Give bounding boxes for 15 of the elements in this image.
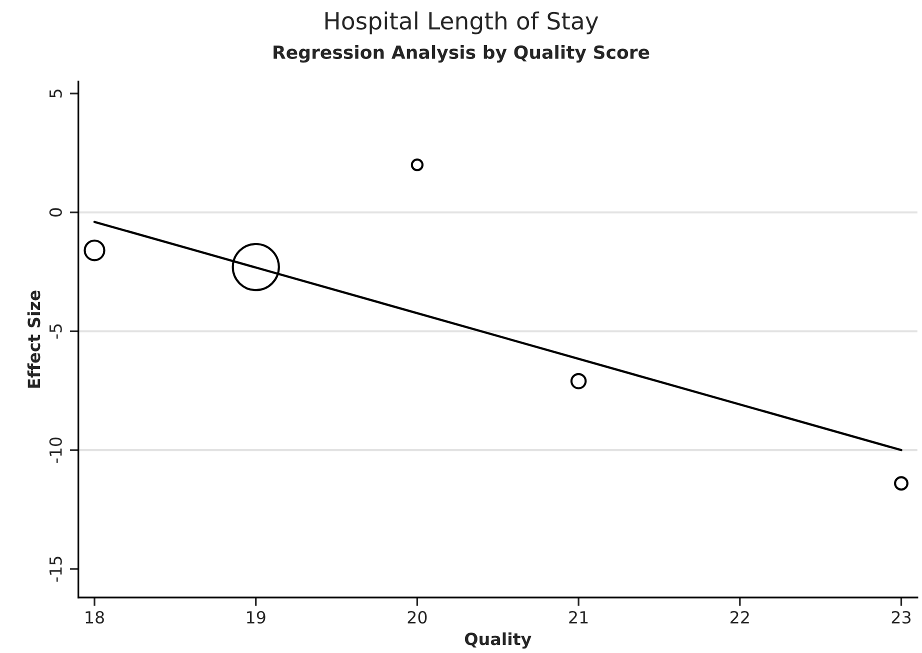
x-tick-label: 23 bbox=[892, 610, 911, 624]
x-axis-title: Quality bbox=[464, 632, 532, 649]
y-tick-label: -10 bbox=[49, 438, 62, 463]
x-tick-label: 20 bbox=[408, 610, 427, 624]
y-tick-label: 0 bbox=[49, 208, 62, 217]
chart-title: Hospital Length of Stay bbox=[325, 11, 598, 34]
y-tick-label: -15 bbox=[50, 556, 62, 582]
y-tick-label: -5 bbox=[50, 324, 62, 339]
x-tick-label: 22 bbox=[730, 610, 749, 624]
chart-subtitle: Regression Analysis by Quality Score bbox=[274, 45, 650, 63]
y-axis-title: Effect Size bbox=[27, 290, 40, 388]
x-tick-label: 18 bbox=[86, 610, 104, 624]
y-tick-label: 5 bbox=[50, 90, 62, 98]
x-tick-label: 19 bbox=[247, 610, 266, 624]
x-tick-label: 21 bbox=[569, 610, 588, 624]
